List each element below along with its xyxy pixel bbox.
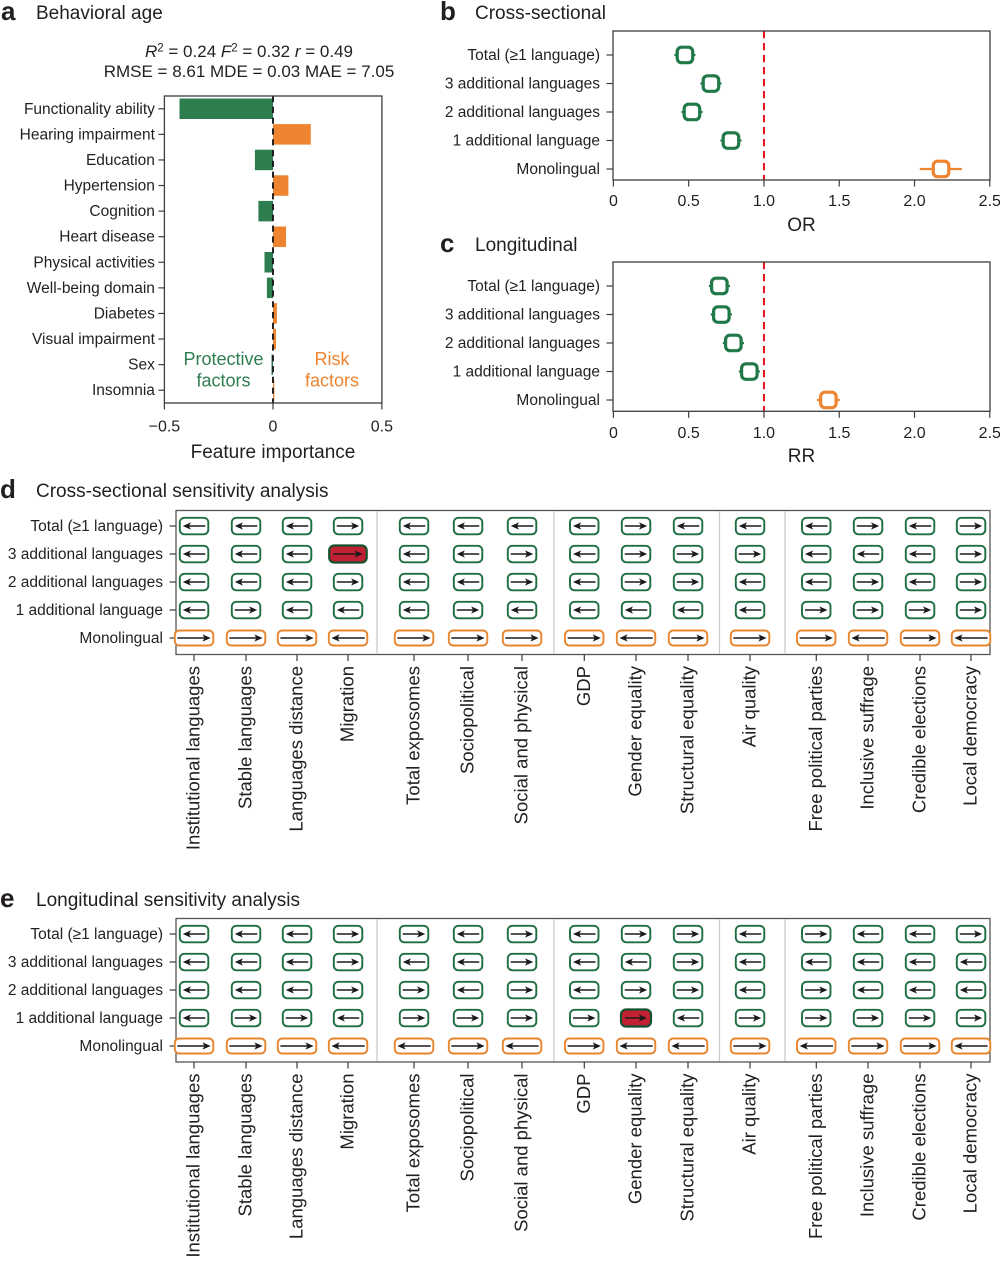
svg-text:Well-being domain: Well-being domain [27, 280, 155, 297]
svg-text:Education: Education [86, 152, 155, 169]
svg-text:d: d [0, 474, 16, 504]
svg-text:Social and physical: Social and physical [511, 1074, 532, 1232]
svg-text:Cross-sectional: Cross-sectional [475, 3, 606, 24]
svg-text:Cross-sectional sensitivity an: Cross-sectional sensitivity analysis [36, 481, 329, 502]
svg-text:Structural equality: Structural equality [677, 665, 698, 814]
svg-text:c: c [440, 228, 454, 258]
svg-text:0: 0 [609, 193, 618, 210]
svg-text:Free political parties: Free political parties [805, 666, 826, 832]
svg-text:2.5: 2.5 [979, 193, 1000, 210]
svg-text:Behavioral age: Behavioral age [36, 3, 163, 24]
svg-text:GDP: GDP [573, 1074, 594, 1114]
svg-text:Air quality: Air quality [739, 1073, 760, 1155]
svg-text:Cognition: Cognition [89, 203, 155, 220]
svg-text:Local democracy: Local democracy [960, 665, 981, 806]
svg-text:Monolingual: Monolingual [516, 392, 600, 409]
svg-text:Sociopolitical: Sociopolitical [457, 1074, 478, 1182]
svg-text:2.5: 2.5 [979, 425, 1000, 442]
svg-text:0.5: 0.5 [678, 425, 700, 442]
svg-text:Insomnia: Insomnia [92, 382, 155, 399]
svg-text:b: b [440, 0, 456, 26]
svg-text:Gender equality: Gender equality [625, 1073, 646, 1204]
svg-text:Sex: Sex [128, 357, 155, 374]
svg-text:Stable languages: Stable languages [235, 666, 256, 809]
svg-text:Inclusive suffrage: Inclusive suffrage [857, 1074, 878, 1218]
svg-text:Monolingual: Monolingual [516, 161, 600, 178]
svg-text:Total exposomes: Total exposomes [403, 1074, 424, 1213]
svg-text:Credible elections: Credible elections [909, 666, 930, 813]
svg-text:2 additional languages: 2 additional languages [445, 104, 600, 121]
svg-text:3 additional languages: 3 additional languages [8, 954, 163, 971]
svg-text:Total (≥1 language): Total (≥1 language) [467, 278, 600, 295]
svg-text:Credible elections: Credible elections [909, 1074, 930, 1221]
svg-text:0.5: 0.5 [371, 419, 393, 436]
svg-text:Longitudinal sensitivity analy: Longitudinal sensitivity analysis [36, 890, 300, 911]
svg-text:Protective: Protective [183, 349, 263, 369]
svg-text:1 additional language: 1 additional language [16, 602, 163, 619]
svg-text:Monolingual: Monolingual [79, 1038, 163, 1055]
svg-text:Risk: Risk [315, 349, 351, 369]
svg-text:2.0: 2.0 [903, 425, 925, 442]
svg-text:Structural equality: Structural equality [677, 1073, 698, 1222]
svg-text:e: e [0, 883, 14, 913]
svg-text:1.5: 1.5 [828, 193, 850, 210]
svg-text:Longitudinal: Longitudinal [475, 235, 577, 256]
svg-text:1 additional language: 1 additional language [16, 1010, 163, 1027]
svg-text:Social and physical: Social and physical [511, 666, 532, 824]
svg-text:OR: OR [787, 215, 816, 236]
svg-text:0: 0 [269, 419, 278, 436]
svg-text:Stable languages: Stable languages [235, 1074, 256, 1217]
svg-text:Total exposomes: Total exposomes [403, 666, 424, 805]
svg-text:3 additional languages: 3 additional languages [445, 76, 600, 93]
svg-text:1 additional language: 1 additional language [453, 133, 600, 150]
svg-text:Migration: Migration [337, 1074, 358, 1150]
svg-text:Total (≥1 language): Total (≥1 language) [30, 926, 163, 943]
svg-text:0.5: 0.5 [678, 193, 700, 210]
svg-text:Total (≥1 language): Total (≥1 language) [467, 47, 600, 64]
svg-text:1.0: 1.0 [753, 193, 775, 210]
svg-text:Physical activities: Physical activities [33, 254, 155, 271]
svg-text:2 additional languages: 2 additional languages [8, 574, 163, 591]
svg-text:2.0: 2.0 [903, 193, 925, 210]
svg-text:1.0: 1.0 [753, 425, 775, 442]
svg-text:Gender equality: Gender equality [625, 665, 646, 796]
svg-text:3 additional languages: 3 additional languages [8, 546, 163, 563]
svg-text:Hypertension: Hypertension [64, 178, 155, 195]
svg-text:Functionality ability: Functionality ability [24, 101, 155, 118]
svg-text:RMSE = 8.61 MDE = 0.03 MAE = 7: RMSE = 8.61 MDE = 0.03 MAE = 7.05 [104, 62, 395, 81]
svg-text:Visual impairment: Visual impairment [32, 331, 156, 348]
svg-text:1 additional language: 1 additional language [453, 364, 600, 381]
svg-text:Inclusive suffrage: Inclusive suffrage [857, 666, 878, 810]
svg-text:Total (≥1 language): Total (≥1 language) [30, 518, 163, 535]
svg-text:Feature importance: Feature importance [191, 442, 356, 463]
svg-text:Heart disease: Heart disease [59, 229, 155, 246]
svg-text:Languages distance: Languages distance [286, 1074, 307, 1240]
svg-text:1.5: 1.5 [828, 425, 850, 442]
svg-text:Institutional languages: Institutional languages [183, 1074, 204, 1258]
svg-text:RR: RR [788, 446, 815, 467]
svg-text:Air quality: Air quality [739, 665, 760, 747]
svg-text:Free political parties: Free political parties [805, 1074, 826, 1240]
svg-text:Sociopolitical: Sociopolitical [457, 666, 478, 774]
svg-text:2 additional languages: 2 additional languages [445, 335, 600, 352]
svg-text:factors: factors [196, 371, 250, 391]
svg-text:Institutional languages: Institutional languages [183, 666, 204, 850]
svg-text:3 additional languages: 3 additional languages [445, 307, 600, 324]
svg-text:2 additional languages: 2 additional languages [8, 982, 163, 999]
svg-text:Monolingual: Monolingual [79, 630, 163, 647]
svg-text:Local democracy: Local democracy [960, 1073, 981, 1214]
svg-text:Languages distance: Languages distance [286, 666, 307, 832]
svg-text:−0.5: −0.5 [149, 419, 181, 436]
svg-text:factors: factors [305, 371, 359, 391]
svg-text:GDP: GDP [573, 666, 594, 706]
svg-text:Migration: Migration [337, 666, 358, 742]
svg-text:0: 0 [609, 425, 618, 442]
svg-text:Hearing impairment: Hearing impairment [20, 126, 156, 143]
svg-text:R2 = 0.24 F2 = 0.32 r = 0.49: R2 = 0.24 F2 = 0.32 r = 0.49 [145, 42, 353, 61]
svg-text:Diabetes: Diabetes [94, 305, 155, 322]
svg-text:a: a [1, 0, 16, 26]
